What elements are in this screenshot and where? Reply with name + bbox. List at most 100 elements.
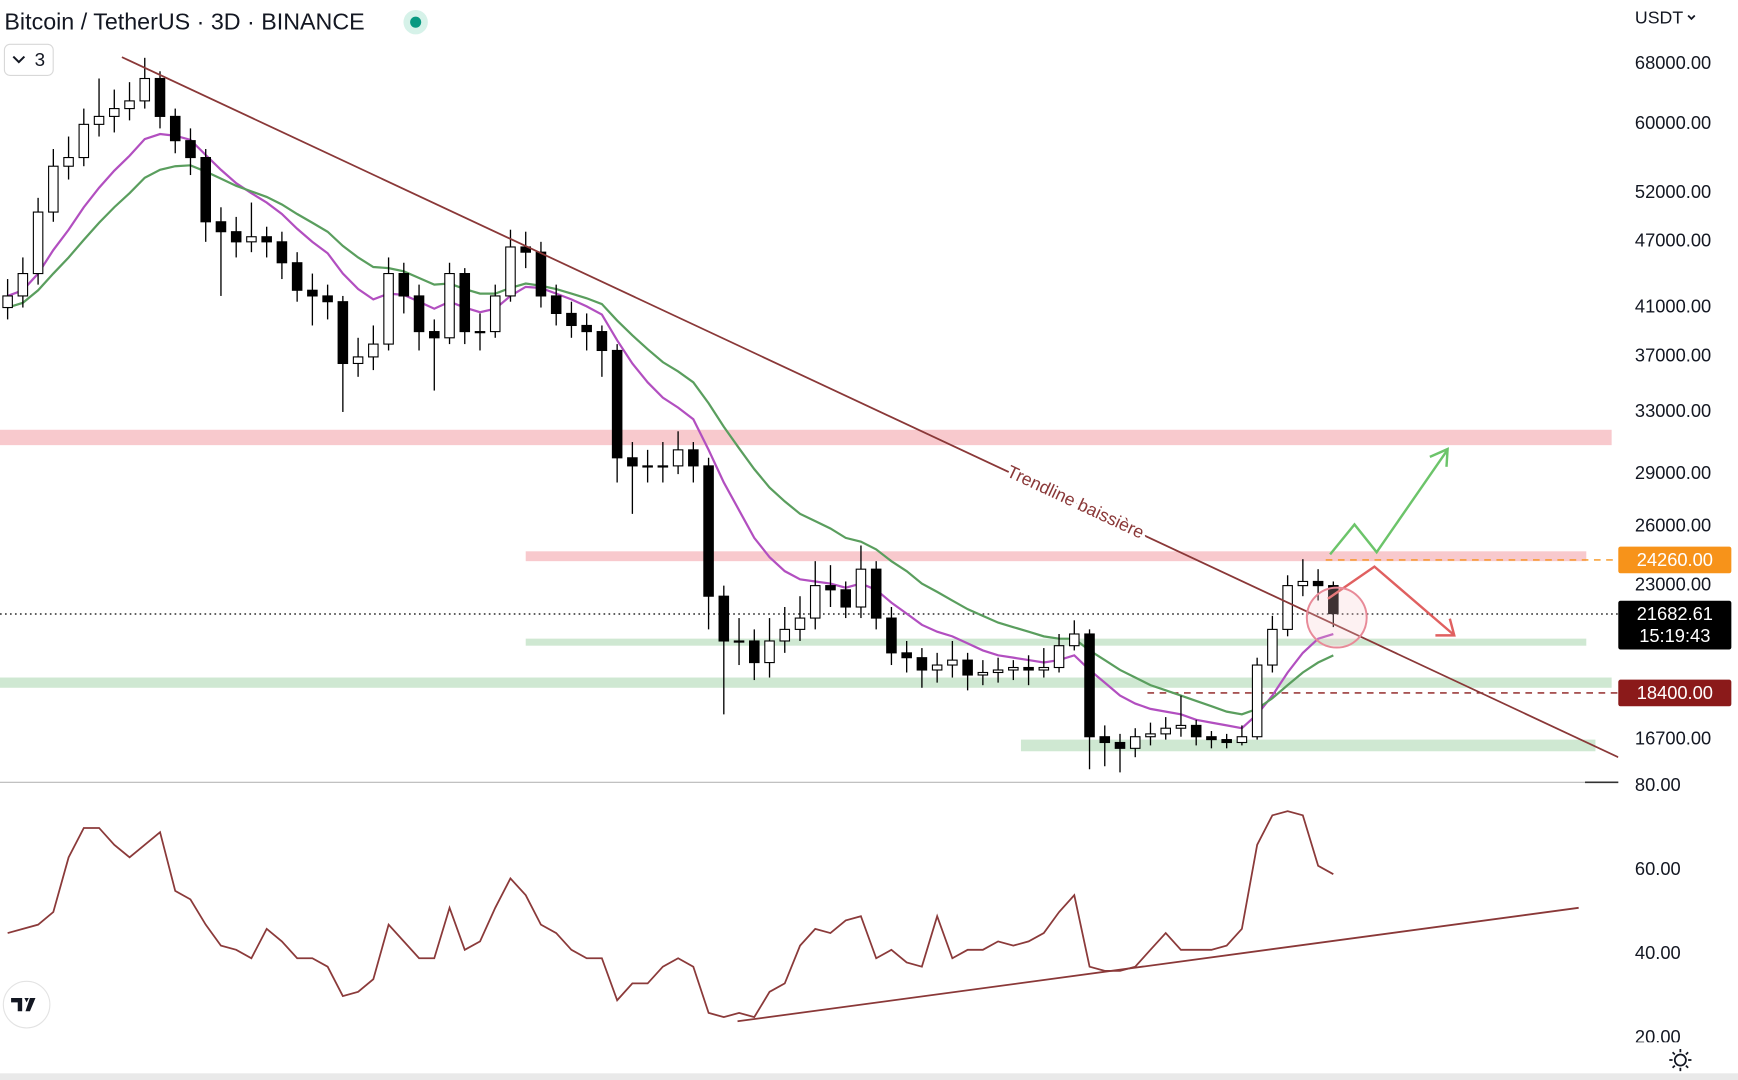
support-resistance-zone <box>525 638 1587 646</box>
sun-rays <box>1669 1048 1692 1072</box>
candle-body <box>93 115 105 125</box>
rsi-pane <box>7 810 1579 1023</box>
candle-body <box>733 640 745 643</box>
candle-body <box>703 465 714 597</box>
candle-body <box>825 585 836 591</box>
bottom-bar <box>0 1073 1738 1080</box>
support-resistance-zone <box>0 677 1612 688</box>
candle-body <box>764 640 775 664</box>
price-axis-label: 52000.00 <box>1635 181 1711 202</box>
tradingview-logo[interactable] <box>2 980 51 1029</box>
candle-body <box>977 671 989 676</box>
price-axis-label: 29000.00 <box>1635 462 1711 483</box>
price-tag-label: 18400.00 <box>1637 682 1713 703</box>
candle-body <box>246 236 257 243</box>
candle-body <box>1023 666 1034 671</box>
candle-body <box>459 273 471 333</box>
candle-body <box>291 262 303 291</box>
logo-mark <box>11 997 36 1012</box>
candle-body <box>474 331 486 334</box>
candle-body <box>1312 580 1324 587</box>
price-tag <box>1618 546 1732 574</box>
candle-body <box>63 156 74 167</box>
candle-body <box>489 295 501 333</box>
candle-body <box>1008 666 1019 671</box>
settings-icon[interactable] <box>1669 1048 1692 1072</box>
candle-body <box>855 568 867 608</box>
candle-body <box>78 123 90 159</box>
candle-body <box>230 231 242 243</box>
bullish-arrow <box>1329 450 1448 556</box>
candle-body <box>947 659 958 666</box>
candle-body <box>154 77 166 117</box>
candle-body <box>1236 736 1248 744</box>
support-resistance-zone <box>1020 739 1596 752</box>
price-pane: Trendline baissière <box>0 56 1619 773</box>
candle-body <box>352 356 364 365</box>
price-axis-label: 60000.00 <box>1635 112 1711 133</box>
candle-body <box>779 628 791 642</box>
candle-body <box>1251 664 1263 738</box>
candle-body <box>749 640 760 664</box>
price-tag <box>1618 679 1732 707</box>
candle-body <box>1160 727 1171 735</box>
candle-body <box>413 295 425 333</box>
logo-badge[interactable] <box>2 980 51 1029</box>
price-axis-label: 47000.00 <box>1635 230 1711 251</box>
candle-body <box>276 241 288 264</box>
candle-body <box>886 617 897 654</box>
candle-body <box>261 236 272 243</box>
rsi-axis-label: 60.00 <box>1635 858 1681 879</box>
candle-body <box>916 657 928 671</box>
candle-body <box>870 568 882 619</box>
currency-label[interactable]: USDT <box>1635 8 1683 28</box>
support-resistance-zone <box>525 551 1587 562</box>
rsi-axis-label: 80.00 <box>1635 774 1681 795</box>
price-axis-label: 41000.00 <box>1635 295 1711 316</box>
trendline <box>121 56 1619 759</box>
rsi-line <box>7 810 1334 1019</box>
candle-body <box>1221 739 1232 744</box>
candle-body <box>2 295 13 309</box>
rsi-trendline <box>737 906 1579 1023</box>
price-tag <box>1618 600 1732 650</box>
candle-body <box>809 585 821 619</box>
candle-body <box>1206 736 1217 741</box>
price-axis-label: 23000.00 <box>1635 573 1711 594</box>
status-dot[interactable] <box>410 16 422 28</box>
bullish-arrow-head <box>1429 447 1449 467</box>
candle-body <box>535 251 547 297</box>
candle-body <box>337 301 349 365</box>
price-tag-label: 24260.00 <box>1637 549 1713 570</box>
candle-body <box>550 295 562 314</box>
price-axis-label: 37000.00 <box>1635 345 1711 366</box>
candle-body <box>185 140 196 159</box>
candle-body <box>322 295 333 303</box>
currency-selector[interactable]: USDT <box>1635 8 1696 28</box>
countdown-label: 15:19:43 <box>1639 625 1710 646</box>
candle-body <box>505 246 516 297</box>
candle-body <box>1297 580 1309 587</box>
candle-body <box>840 589 851 608</box>
bearish-arrow-head <box>1435 618 1456 637</box>
candle-body <box>581 324 592 333</box>
price-axis-label: 68000.00 <box>1635 52 1711 73</box>
candle-body <box>215 221 227 233</box>
candle-body <box>1267 628 1278 666</box>
candle-body <box>566 312 577 327</box>
candle-body <box>718 595 730 642</box>
candle-body <box>48 165 59 213</box>
candle-body <box>398 273 410 297</box>
candle-body <box>901 652 912 659</box>
candle-body <box>307 289 318 297</box>
candle-body <box>444 273 455 339</box>
candle-body <box>688 449 699 467</box>
indicator-toggle[interactable]: 3 <box>3 43 54 76</box>
indicator-toggle-box[interactable] <box>3 43 54 76</box>
candle-body <box>368 343 379 358</box>
candle-body <box>1084 633 1095 738</box>
candle-body <box>32 211 44 275</box>
chevron-icon <box>12 55 26 64</box>
